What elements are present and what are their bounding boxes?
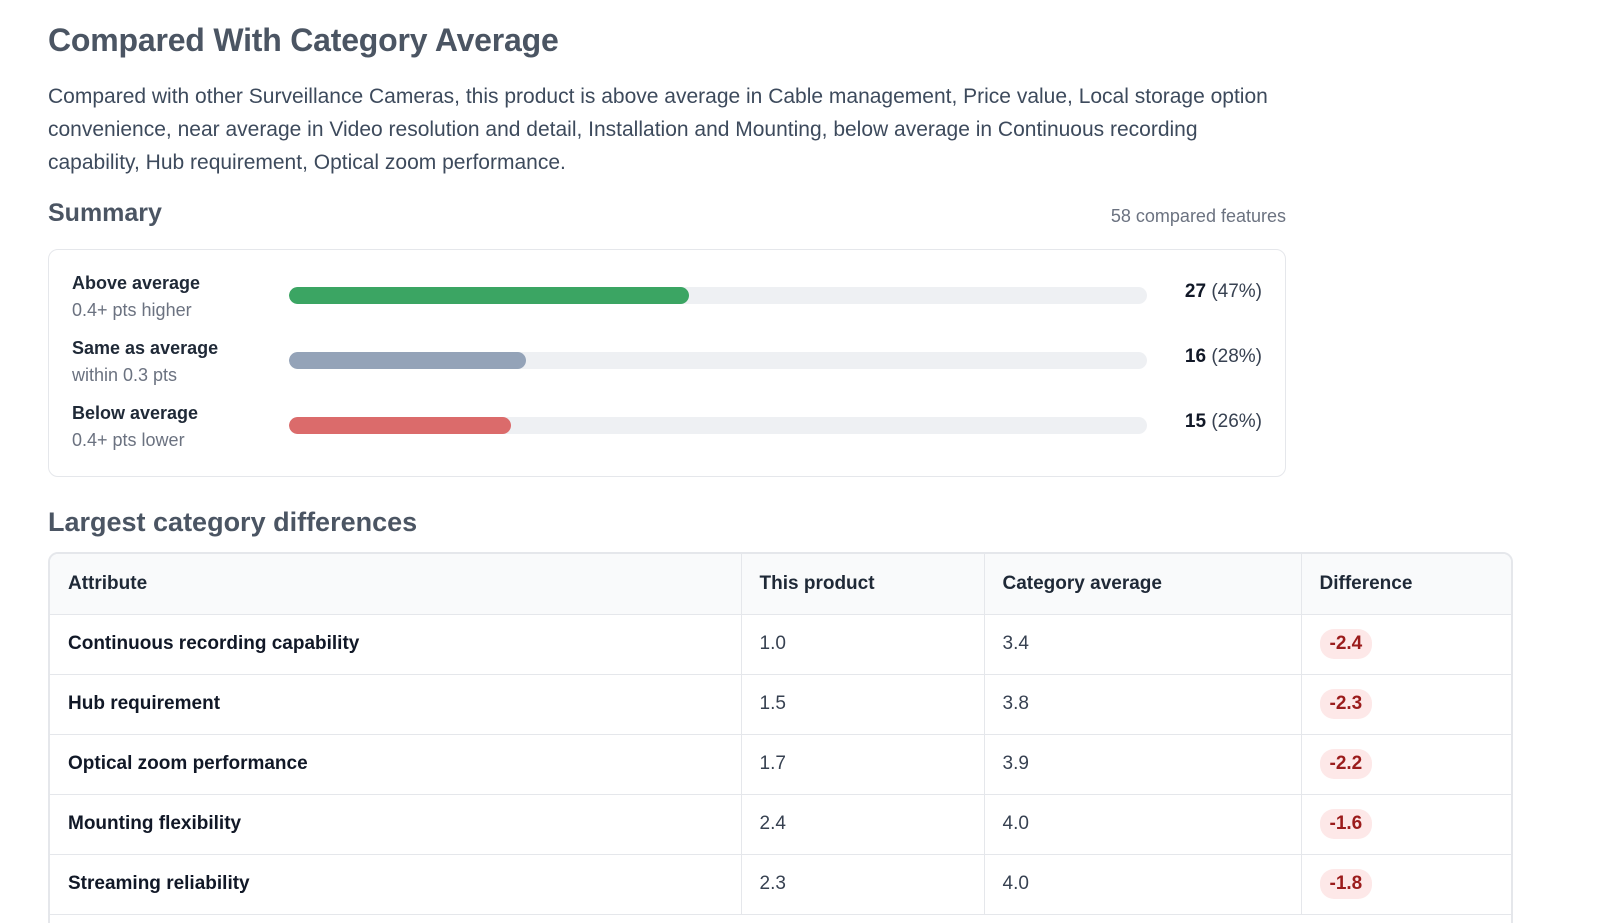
product-score-cell: 1.7 xyxy=(741,734,985,795)
summary-percent: (26%) xyxy=(1211,411,1262,432)
comparison-description: Compared with other Surveillance Cameras… xyxy=(48,85,1268,174)
summary-row-value: 16 (28%) xyxy=(1185,346,1262,368)
summary-row-sublabel: 0.4+ pts higher xyxy=(72,300,192,320)
product-score-cell: 1.5 xyxy=(741,674,985,735)
summary-row-sublabel: 0.4+ pts lower xyxy=(72,430,185,450)
table-row: Streaming reliability 2.3 4.0 -1.8 xyxy=(50,854,1511,915)
differences-title: Largest category differences xyxy=(48,507,418,537)
average-score-cell: 3.9 xyxy=(984,734,1302,795)
product-score-cell: 2.4 xyxy=(741,794,985,855)
compared-features-count: 58 compared features xyxy=(1110,206,1286,226)
product-score-cell: 1.0 xyxy=(741,614,985,675)
summary-row-value: 15 (26%) xyxy=(1185,411,1262,433)
summary-percent: (28%) xyxy=(1211,346,1262,367)
summary-row-above: Above average 0.4+ pts higher 27 (47%) xyxy=(49,273,1285,329)
summary-card: Above average 0.4+ pts higher 27 (47%) S… xyxy=(48,249,1286,477)
page-title: Compared With Category Average xyxy=(48,22,559,58)
summary-row-sublabel: within 0.3 pts xyxy=(72,365,178,385)
summary-count: 27 xyxy=(1184,281,1207,302)
attribute-cell: Streaming reliability xyxy=(50,854,742,915)
attribute-cell: Optical zoom performance xyxy=(50,734,742,795)
summary-row-same: Same as average within 0.3 pts 16 (28%) xyxy=(49,338,1285,394)
table-row: Optical zoom performance 1.7 3.9 -2.2 xyxy=(50,734,1511,795)
summary-row-below: Below average 0.4+ pts lower 15 (26%) xyxy=(49,403,1285,459)
summary-count: 15 xyxy=(1184,411,1207,432)
difference-badge: -1.8 xyxy=(1319,869,1373,899)
summary-row-value: 27 (47%) xyxy=(1185,281,1262,303)
average-score-cell: 4.0 xyxy=(984,854,1302,915)
progress-track xyxy=(289,287,1147,304)
average-score-cell: 4.0 xyxy=(984,794,1302,855)
table-row: Continuous recording capability 1.0 3.4 … xyxy=(50,614,1511,675)
table-header-row: Attribute This product Category average … xyxy=(50,554,1511,615)
difference-cell: -2.3 xyxy=(1301,674,1511,735)
progress-track xyxy=(289,417,1147,434)
difference-badge: -2.3 xyxy=(1319,689,1373,719)
progress-fill-same xyxy=(289,352,526,369)
average-score-cell: 3.8 xyxy=(984,674,1302,735)
column-header-category-average[interactable]: Category average xyxy=(984,554,1302,615)
progress-track xyxy=(289,352,1147,369)
progress-fill-above xyxy=(289,287,689,304)
summary-row-label: Below average xyxy=(72,403,199,423)
difference-cell: -2.4 xyxy=(1301,614,1511,675)
progress-fill-below xyxy=(289,417,512,434)
summary-percent: (47%) xyxy=(1211,281,1262,302)
difference-cell: -1.8 xyxy=(1301,854,1511,915)
difference-cell: -1.6 xyxy=(1301,794,1511,855)
column-header-attribute[interactable]: Attribute xyxy=(50,554,742,615)
difference-badge: -2.2 xyxy=(1319,749,1373,779)
difference-badge: -1.6 xyxy=(1319,809,1373,839)
summary-title: Summary xyxy=(48,199,162,227)
column-header-this-product[interactable]: This product xyxy=(741,554,985,615)
attribute-cell: Hub requirement xyxy=(50,674,742,735)
table-row: Hub requirement 1.5 3.8 -2.3 xyxy=(50,674,1511,735)
differences-table: Attribute This product Category average … xyxy=(48,552,1513,923)
difference-cell: -2.2 xyxy=(1301,734,1511,795)
summary-row-label: Above average xyxy=(72,273,201,293)
product-score-cell: 2.3 xyxy=(741,854,985,915)
column-header-difference[interactable]: Difference xyxy=(1301,554,1511,615)
table-row: Mounting flexibility 2.4 4.0 -1.6 xyxy=(50,794,1511,855)
attribute-cell: Continuous recording capability xyxy=(50,614,742,675)
summary-row-label: Same as average xyxy=(72,338,219,358)
attribute-cell: Mounting flexibility xyxy=(50,794,742,855)
difference-badge: -2.4 xyxy=(1319,629,1373,659)
summary-count: 16 xyxy=(1184,346,1207,367)
average-score-cell: 3.4 xyxy=(984,614,1302,675)
